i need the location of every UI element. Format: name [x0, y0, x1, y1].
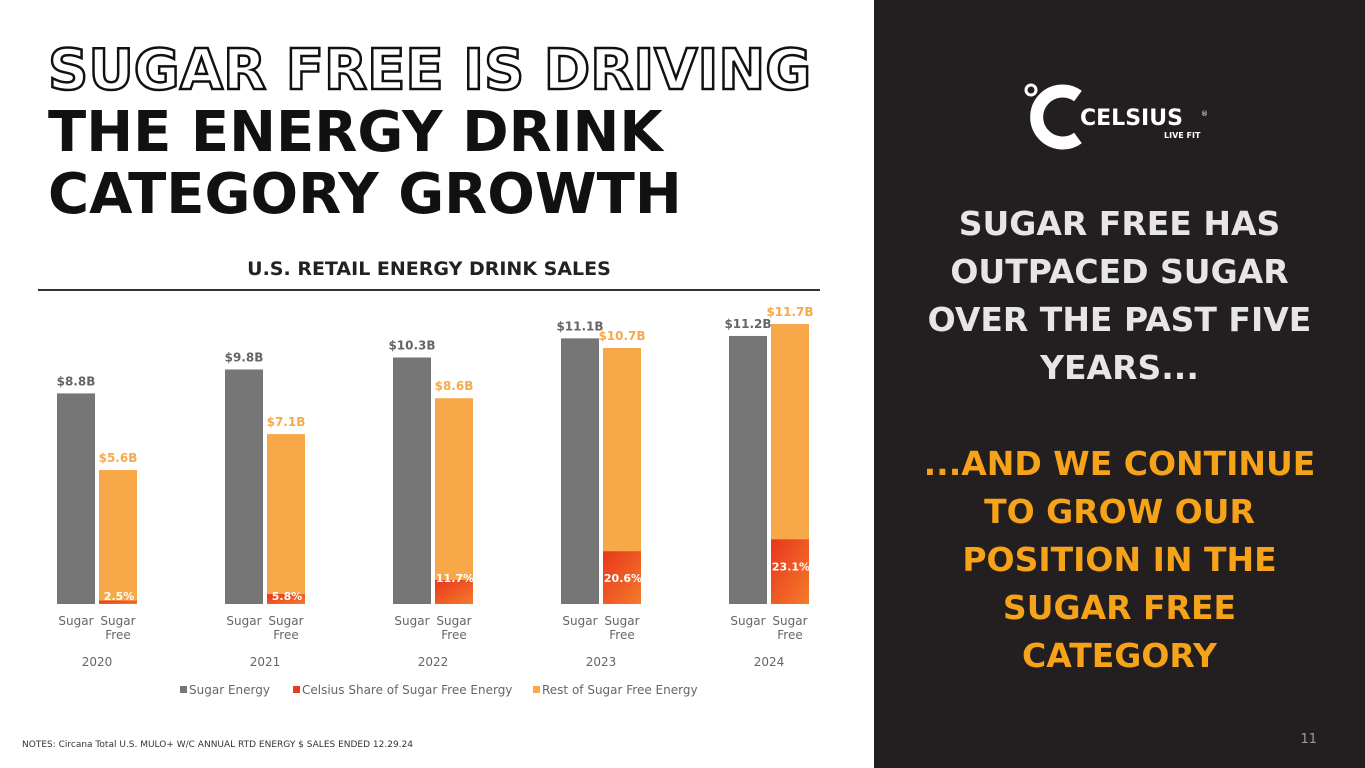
sugar-bar-2022: [393, 357, 431, 604]
sugar-bar-2020: [57, 393, 95, 604]
brand-tagline: LIVE FIT: [1164, 131, 1201, 140]
headline-line-2: THE ENERGY DRINK: [48, 100, 663, 165]
headline: SUGAR FREE IS DRIVING THE ENERGY DRINK C…: [47, 38, 813, 227]
headline-line-3: CATEGORY GROWTH: [48, 162, 682, 227]
sugar-free-value-label-2024: $11.7B: [766, 305, 813, 319]
energy-sales-chart: $8.8B $5.6B 2.5% Sugar Sugar Free 2020 $9.8B $7.…: [57, 305, 814, 697]
source-notes: NOTES: Circana Total U.S. MULO+ W/C ANNU…: [22, 740, 413, 750]
celsius-share-segment-2020: [99, 600, 137, 604]
celsius-share-label-2023: 20.6%: [604, 572, 642, 585]
legend-swatch-2: [533, 686, 540, 693]
sugar-free-bar-2021: [267, 434, 305, 604]
year-label-2020: 2020: [82, 655, 113, 669]
sugar-value-label-2021: $9.8B: [225, 350, 264, 364]
sugar-free-value-label-2021: $7.1B: [267, 415, 306, 429]
sugar-bar-2023: [561, 338, 599, 604]
celsius-share-segment-2021: [267, 594, 305, 604]
year-label-2021: 2021: [250, 655, 281, 669]
celsius-share-label-2022: 11.7%: [436, 572, 474, 585]
celsius-logo: CELSIUS ® LIVE FIT: [1024, 83, 1208, 150]
sugar-bar-2021: [225, 369, 263, 604]
celsius-share-segment-2023: [603, 551, 641, 604]
sugar-free-value-label-2020: $5.6B: [99, 451, 138, 465]
page-number: 11: [1300, 732, 1317, 747]
sugar-value-label-2023: $11.1B: [556, 319, 603, 333]
legend-label-1: Celsius Share of Sugar Free Energy: [302, 683, 512, 697]
bar-label-sugar-free-2024: Sugar Free: [772, 614, 807, 642]
celsius-share-label-2024: 23.1%: [772, 560, 810, 573]
year-label-2024: 2024: [754, 655, 785, 669]
sugar-free-bar-2020: [99, 469, 137, 604]
year-label-2022: 2022: [418, 655, 449, 669]
legend-swatch-0: [180, 686, 187, 693]
celsius-share-segment-2024: [771, 539, 809, 604]
year-label-2023: 2023: [586, 655, 617, 669]
legend-swatch-1: [293, 686, 300, 693]
bar-label-sugar-2022: Sugar: [394, 614, 429, 628]
headline-line-1: SUGAR FREE IS DRIVING: [47, 38, 813, 103]
bar-label-sugar-2021: Sugar: [226, 614, 261, 628]
sugar-bar-2024: [729, 335, 767, 604]
chart-title-divider: [38, 289, 820, 291]
bar-label-sugar-free-2021: Sugar Free: [268, 614, 303, 642]
chart-title: U.S. RETAIL ENERGY DRINK SALES: [247, 258, 611, 280]
sugar-value-label-2024: $11.2B: [724, 317, 771, 331]
bar-label-sugar-free-2023: Sugar Free: [604, 614, 639, 642]
c-swoosh-icon: [1030, 84, 1082, 150]
degree-icon: [1024, 83, 1038, 97]
sugar-free-value-label-2023: $10.7B: [598, 329, 645, 343]
sugar-value-label-2020: $8.8B: [57, 374, 96, 388]
celsius-share-label-2021: 5.8%: [272, 590, 303, 603]
bar-label-sugar-2023: Sugar: [562, 614, 597, 628]
bar-label-sugar-2024: Sugar: [730, 614, 765, 628]
sugar-free-value-label-2022: $8.6B: [435, 379, 474, 393]
bar-label-sugar-free-2022: Sugar Free: [436, 614, 471, 642]
registered-mark: ®: [1201, 110, 1208, 118]
celsius-share-segment-2022: [435, 579, 473, 604]
bar-label-sugar-free-2020: Sugar Free: [100, 614, 135, 642]
panel-message-accent: ...AND WE CONTINUE TO GROW OUR POSITION …: [923, 444, 1316, 675]
right-panel: CELSIUS ® LIVE FIT SUGAR FREE HAS OUTPAC…: [874, 0, 1365, 768]
legend-label-2: Rest of Sugar Free Energy: [542, 683, 698, 697]
panel-message-primary: SUGAR FREE HAS OUTPACED SUGAR OVER THE P…: [927, 204, 1312, 387]
legend-label-0: Sugar Energy: [189, 683, 270, 697]
bar-label-sugar-2020: Sugar: [58, 614, 93, 628]
celsius-share-label-2020: 2.5%: [104, 590, 135, 603]
brand-name: CELSIUS: [1080, 106, 1183, 131]
sugar-value-label-2022: $10.3B: [388, 339, 435, 353]
sugar-free-bar-2022: [435, 398, 473, 604]
